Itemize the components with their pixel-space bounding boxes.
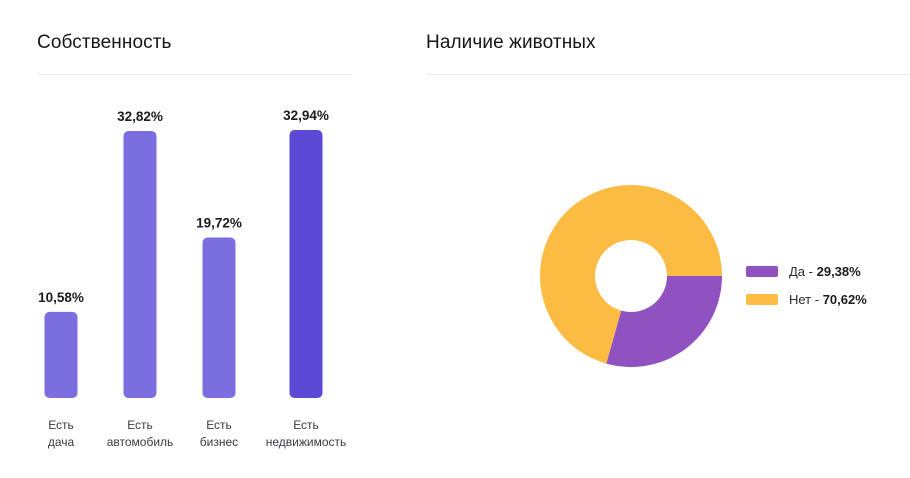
bar-category-label-3: Есть бизнес (200, 418, 238, 449)
bar-value-label-3: 19,72% (196, 216, 242, 231)
bar-2 (123, 130, 157, 398)
legend-swatch-yes (746, 265, 778, 277)
legend-label-yes: Да (789, 263, 806, 279)
donut-slice-Да (606, 276, 722, 367)
property-chart-title: Собственность (37, 32, 172, 53)
property-bar-chart: 10,58% Есть дача 32,82% Есть автомобиль 19,72%… (38, 108, 347, 449)
bar-value-label-1: 10,58% (38, 290, 84, 305)
pets-chart-divider (426, 74, 910, 75)
bar-category-label-1: Есть дача (48, 418, 75, 449)
legend-item-no: Нет - 70,62% (746, 289, 867, 309)
legend-value-yes: 29,38% (816, 263, 861, 279)
legend-label-no: Нет (789, 291, 812, 307)
bar-value-label-4: 32,94% (283, 108, 329, 123)
donut-slice-Нет (540, 185, 722, 364)
pets-chart-title: Наличие животных (426, 32, 596, 53)
bar-category-label-2: Есть автомобиль (107, 418, 174, 449)
legend-swatch-no (746, 293, 778, 305)
bar-1 (44, 311, 78, 398)
legend-value-no: 70,62% (822, 291, 867, 307)
bar-value-label-2: 32,82% (117, 109, 163, 124)
bar-category-label-4: Есть недвижимость (266, 418, 347, 449)
property-chart-divider (37, 74, 352, 75)
pets-donut-chart (540, 185, 722, 367)
bar-4 (289, 130, 323, 398)
pets-legend: Да - 29,38% Нет - 70,62% (746, 261, 867, 317)
bar-3 (202, 237, 236, 398)
legend-item-yes: Да - 29,38% (746, 261, 867, 281)
